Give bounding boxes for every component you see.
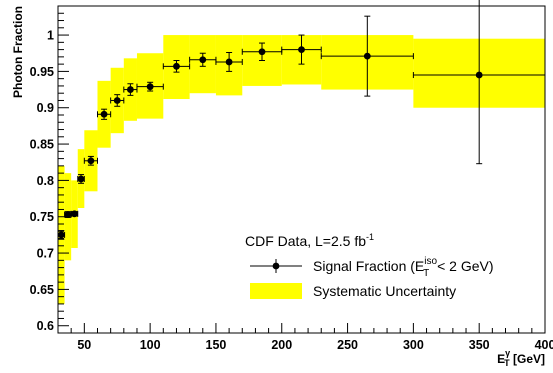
legend: CDF Data, L=2.5 fb-1 Signal Fraction (Eis… [245, 232, 494, 299]
x-axis-title: Eγ T [GeV] [497, 348, 545, 368]
x-tick-label: 200 [271, 338, 292, 352]
y-axis-title: Photon Fraction [11, 6, 25, 98]
data-point-7 [123, 83, 138, 96]
data-point-4 [83, 155, 98, 166]
legend-label-signal: Signal Fraction (Eiso T < 2 GeV) [313, 256, 494, 279]
marker [146, 83, 154, 91]
data-point-3 [77, 174, 85, 184]
marker [77, 175, 85, 183]
y-tick-label: 0.85 [30, 138, 54, 152]
marker [57, 231, 65, 239]
x-tick-label: 300 [403, 338, 424, 352]
data-point-14 [320, 15, 414, 97]
marker [71, 210, 78, 218]
data-point-13 [281, 34, 322, 65]
legend-band-swatch [250, 283, 302, 299]
y-tick-label: 1 [47, 29, 54, 43]
marker [225, 58, 233, 66]
data-point-5 [96, 108, 112, 120]
legend-marker [272, 262, 280, 270]
axes-frame [57, 5, 546, 334]
y-tick-label: 0.6 [37, 319, 54, 333]
marker [363, 52, 371, 60]
data-point-0 [57, 230, 66, 240]
y-tick-label: 0.7 [37, 247, 54, 261]
plot-frame [57, 5, 546, 334]
y-tick-label: 0.9 [37, 101, 54, 115]
legend-entry-systematic: Systematic Uncertainty [250, 283, 456, 299]
marker [298, 46, 305, 53]
marker [100, 110, 108, 118]
legend-entry-signal: Signal Fraction (Eiso T < 2 GeV) [250, 256, 494, 279]
marker [87, 157, 95, 165]
x-tick-label: 250 [337, 338, 358, 352]
data-point-8 [136, 81, 164, 92]
marker [126, 86, 134, 93]
marker [113, 97, 121, 104]
y-tick-label: 0.8 [37, 174, 54, 188]
x-tick-label: 150 [206, 338, 227, 352]
marker [199, 56, 207, 64]
axes: 50 100 150 200 250 300 350 400 0.6 0.65 0.7 0.75 0.8… [11, 5, 553, 368]
marker [258, 48, 266, 56]
marker [173, 62, 180, 70]
data-point-11 [215, 52, 243, 72]
y-tick-label: 0.75 [30, 210, 54, 224]
x-tick-label: 50 [77, 338, 91, 352]
data-point-15 [412, 0, 546, 165]
legend-label-systematic: Systematic Uncertainty [313, 283, 456, 299]
data-points [57, 0, 546, 240]
y-tick-label: 0.95 [30, 65, 54, 79]
data-point-6 [110, 94, 125, 107]
x-tick-label: 100 [140, 338, 161, 352]
data-point-2 [70, 210, 79, 218]
legend-header: CDF Data, L=2.5 fb-1 [245, 232, 374, 249]
marker [475, 71, 483, 79]
x-tick-label: 350 [469, 338, 490, 352]
data-point-12 [241, 42, 283, 61]
x-tick-label: 400 [535, 338, 553, 352]
data-point-9 [162, 60, 191, 73]
y-tick-label: 0.65 [30, 283, 54, 297]
